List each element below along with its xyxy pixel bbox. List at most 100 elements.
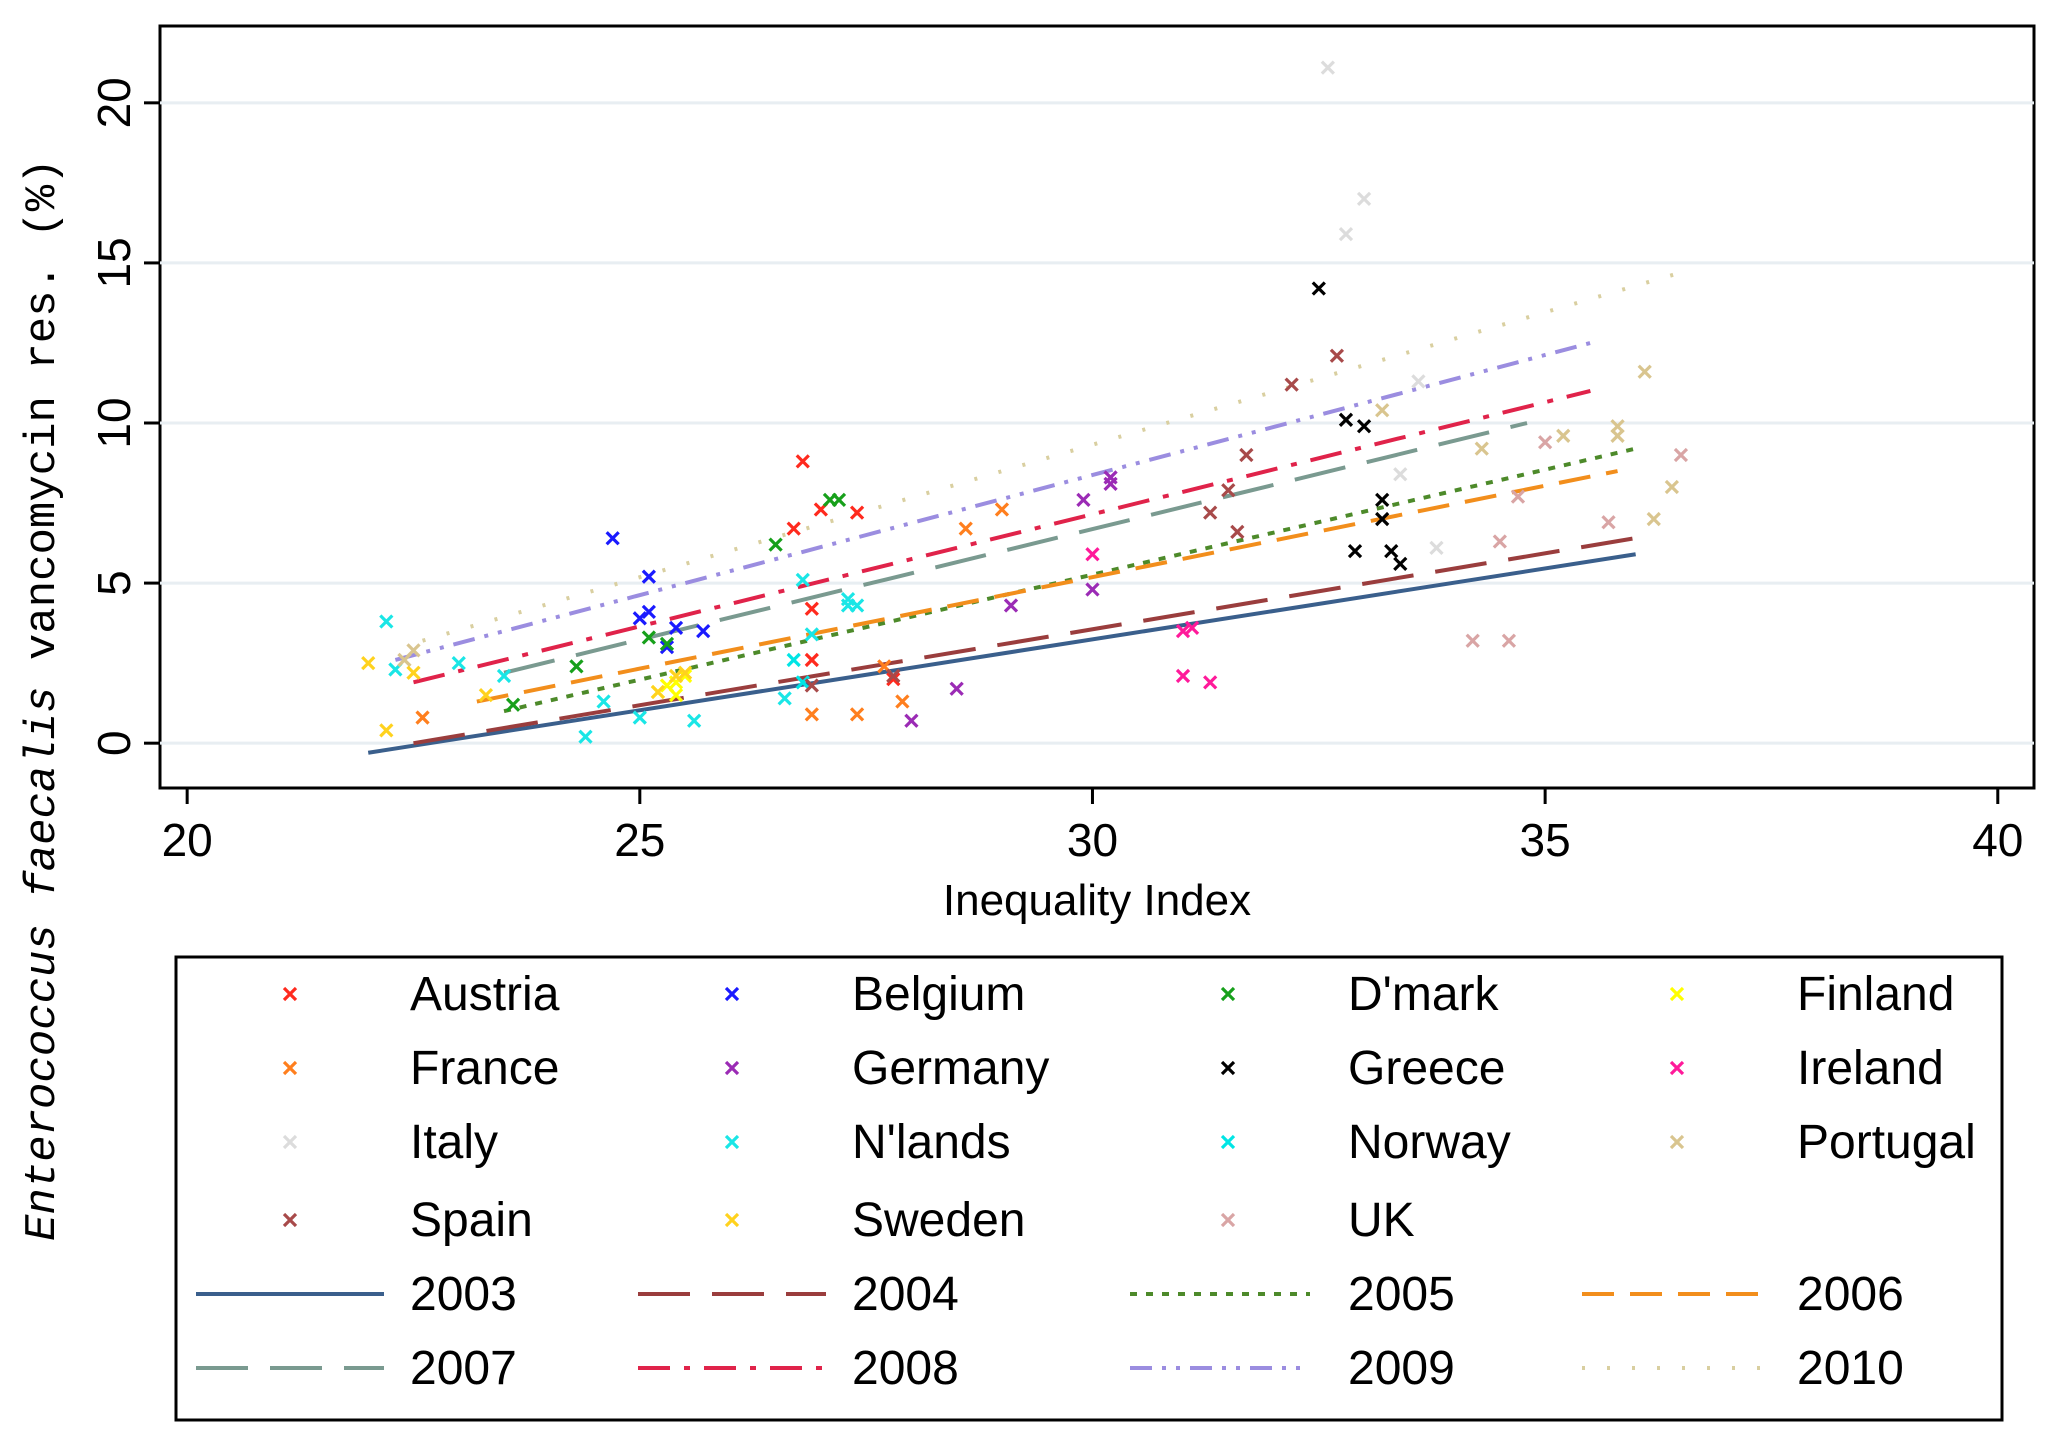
x-tick-label: 25 [614,814,665,866]
point-italy [1356,191,1372,207]
legend: Austria Belgium D'mark Finland France Germany… [196,968,1976,1395]
legend-label-2006: 2006 [1797,1268,1904,1321]
point-portugal [1610,419,1625,434]
x-tick-label: 40 [1972,814,2023,866]
legend-label-france: France [410,1042,559,1095]
legend-marker-sweden [724,1212,740,1228]
plot-frame [158,24,2036,790]
point-sweden [650,684,666,700]
legend-marker-ireland [1669,1060,1685,1076]
point-ireland [1184,620,1200,636]
data-points [361,60,1689,744]
fit-line-2008 [413,389,1591,685]
point-belgium [668,620,684,636]
point-ireland [1085,547,1100,562]
y-axis-label: Enterococcus faecalis vancomycin res. (%… [18,158,68,1241]
legend-label-italy: Italy [410,1116,498,1169]
fit-line-2006 [476,469,1618,704]
point-portugal [1375,403,1390,418]
point-portugal [1664,479,1680,495]
point-germany [1076,492,1091,507]
point-spain [1284,377,1299,392]
legend-label-greece: Greece [1348,1042,1505,1095]
legend-label-belgium: Belgium [852,968,1025,1021]
point-germany [1003,598,1019,613]
legend-marker-austria [282,986,298,1002]
point-spain [1239,447,1254,463]
x-tick-label: 20 [162,814,213,866]
y-tick-label: 5 [88,570,140,596]
legend-marker-portugal [1669,1134,1685,1150]
y-tick-label: 0 [88,730,140,756]
legend-marker-norway [1220,1134,1236,1150]
point-uk [1510,489,1526,504]
point-france [849,707,865,722]
point-austria [804,652,819,668]
point-sweden [361,656,376,671]
point-spain [886,668,901,684]
legend-marker-n-lands [724,1134,740,1150]
point-greece [1347,543,1363,559]
point-finland [668,688,684,703]
point-sweden [406,665,421,680]
point-greece [1393,556,1408,572]
point-norway [786,652,801,668]
point-portugal [1646,511,1661,527]
y-tick-label: 20 [88,77,140,128]
point-austria [795,454,810,469]
point-france [994,502,1010,517]
legend-label-finland: Finland [1797,968,1954,1021]
legend-label-2004: 2004 [852,1268,959,1321]
point-portugal [1637,364,1652,379]
point-italy [1411,374,1426,389]
point-germany [904,713,919,728]
point-n-lands [632,710,647,725]
legend-label-2008: 2008 [852,1342,959,1395]
point-italy [1320,60,1335,75]
legend-label-2005: 2005 [1348,1268,1455,1321]
legend-label-n-lands: N'lands [852,1116,1011,1169]
point-d-mark [659,636,675,652]
point-austria [886,672,901,687]
point-austria [804,601,819,616]
point-belgium [632,611,647,626]
point-italy [1429,540,1444,556]
point-d-mark [641,630,657,645]
point-spain [1230,524,1245,539]
point-ireland [1203,675,1218,690]
point-greece [1375,511,1390,527]
fit-line-2003 [367,552,1636,755]
point-greece [1356,419,1372,434]
point-belgium [659,639,675,655]
point-n-lands [849,598,865,613]
x-tick-label: 35 [1520,814,1571,866]
point-sweden [379,723,394,738]
point-belgium [641,604,657,620]
point-d-mark [831,492,847,507]
point-uk [1465,633,1480,648]
fit-line-2009 [394,341,1591,662]
point-italy [1393,467,1408,482]
point-portugal [1556,428,1571,443]
point-n-lands [379,614,394,629]
x-axis-label: Inequality Index [943,876,1251,925]
legend-label-germany: Germany [852,1042,1049,1095]
point-n-lands [687,713,702,728]
point-austria [786,521,801,536]
point-n-lands [840,591,856,607]
y-axis-label-measure: vancomycin res. (%) [18,158,68,686]
point-greece [1384,543,1399,559]
axes: 0 5 10 15 20 20 25 30 35 40 [88,77,2023,866]
legend-marker-italy [282,1134,298,1150]
y-axis-label-species: Enterococcus faecalis [18,687,68,1242]
y-tick-label: 10 [88,397,140,448]
point-uk [1601,515,1616,530]
point-d-mark [768,537,783,552]
legend-label-sweden: Sweden [852,1194,1025,1247]
legend-box [174,955,2004,1422]
point-germany [949,681,964,696]
point-germany [1085,582,1100,597]
point-spain [804,678,819,693]
legend-marker-d-mark [1220,986,1236,1002]
